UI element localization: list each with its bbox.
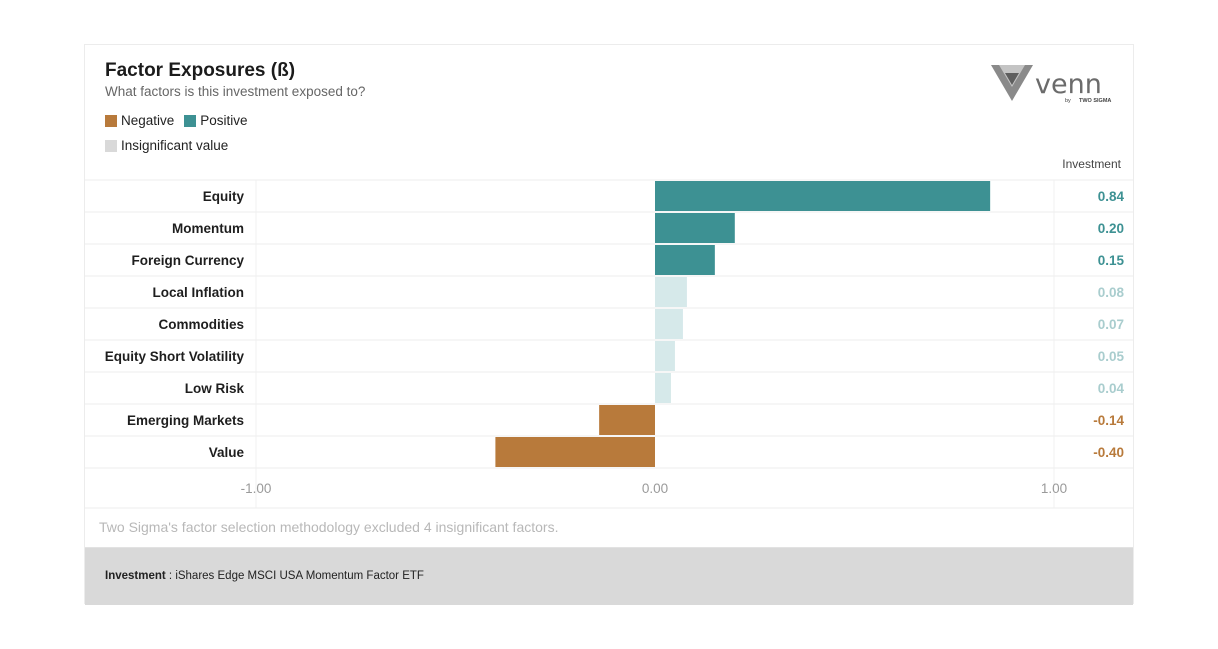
- legend-insignificant-row: Insignificant value: [105, 138, 238, 153]
- bar-low-risk: [655, 373, 671, 403]
- legend-negative-label: Negative: [121, 113, 175, 128]
- bar-equity-short-volatility: [655, 341, 675, 371]
- legend-negative[interactable]: Negative: [105, 113, 174, 128]
- legend-insignificant[interactable]: Insignificant value: [105, 138, 228, 153]
- value-label: -0.14: [1093, 413, 1124, 428]
- chart-title: Factor Exposures (ß): [105, 60, 296, 81]
- bar-momentum: [655, 213, 735, 243]
- footer-investment-name: iShares Edge MSCI USA Momentum Factor ET…: [175, 570, 424, 582]
- legend: Negative Positive: [105, 113, 258, 128]
- value-label: 0.04: [1098, 381, 1125, 396]
- footnote: Two Sigma's factor selection methodology…: [99, 519, 559, 535]
- chart-subtitle: What factors is this investment exposed …: [105, 84, 366, 99]
- footer-separator: :: [165, 570, 176, 582]
- value-label: 0.05: [1098, 349, 1125, 364]
- bar-emerging-markets: [599, 405, 655, 435]
- category-label: Foreign Currency: [131, 253, 244, 268]
- logo-brand-text: venn: [1035, 69, 1102, 100]
- category-label: Emerging Markets: [127, 413, 244, 428]
- footer-label: Investment: [105, 570, 166, 582]
- logo-byline: by: [1065, 98, 1071, 104]
- value-label: -0.40: [1093, 445, 1124, 460]
- legend-insignificant-label: Insignificant value: [121, 138, 229, 153]
- legend-positive-label: Positive: [200, 113, 248, 128]
- category-label: Local Inflation: [152, 285, 244, 300]
- legend-positive[interactable]: Positive: [184, 113, 248, 128]
- value-label: 0.84: [1098, 189, 1125, 204]
- value-label: 0.15: [1098, 253, 1125, 268]
- insignificant-swatch: [105, 139, 117, 152]
- bar-foreign-currency: [655, 245, 715, 275]
- category-label: Low Risk: [185, 381, 245, 396]
- x-tick-label: 0.00: [642, 481, 668, 496]
- logo-company: TWO SIGMA: [1079, 98, 1111, 104]
- category-label: Momentum: [172, 221, 244, 236]
- x-tick-label: 1.00: [1041, 481, 1067, 496]
- bar-equity: [655, 181, 991, 211]
- footer-bar: Investment : iShares Edge MSCI USA Momen…: [85, 547, 1133, 605]
- factor-exposure-card: Factor Exposures (ß) What factors is thi…: [84, 44, 1134, 605]
- bar-local-inflation: [655, 277, 687, 307]
- logo-triangle-core-icon: [1005, 73, 1019, 85]
- value-label: 0.08: [1098, 285, 1125, 300]
- negative-swatch: [105, 114, 117, 127]
- factor-bar-chart: Equity 0.84 Momentum 0.20 Foreign Currency 0.…: [85, 179, 1133, 509]
- footer-investment: Investment : iShares Edge MSCI USA Momen…: [105, 570, 424, 582]
- investment-column-header: Investment: [1062, 157, 1121, 171]
- bar-value: [495, 437, 655, 467]
- x-tick-label: -1.00: [241, 481, 272, 496]
- category-label: Commodities: [158, 317, 244, 332]
- category-label: Equity: [203, 189, 245, 204]
- venn-logo: venn by TWO SIGMA: [991, 65, 1111, 104]
- value-label: 0.07: [1098, 317, 1124, 332]
- category-label: Value: [209, 445, 245, 460]
- value-label: 0.20: [1098, 221, 1124, 236]
- bar-commodities: [655, 309, 683, 339]
- category-label: Equity Short Volatility: [105, 349, 245, 364]
- positive-swatch: [184, 114, 197, 127]
